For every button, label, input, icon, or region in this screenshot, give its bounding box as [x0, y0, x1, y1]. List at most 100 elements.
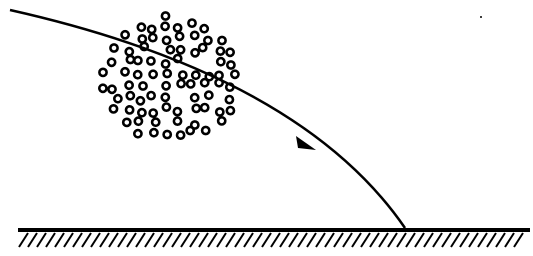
hatch-line [469, 233, 478, 247]
particle [126, 82, 133, 89]
particle [177, 132, 184, 139]
particle [126, 106, 133, 113]
particle [218, 37, 225, 44]
hatch-line [451, 233, 460, 247]
hatch-line [109, 233, 118, 247]
particle [167, 46, 174, 53]
particle [231, 71, 238, 78]
particle [108, 59, 115, 66]
hatch-line [208, 233, 217, 247]
hatch-line [424, 233, 433, 247]
particle [123, 119, 130, 126]
hatch-line [118, 233, 127, 247]
hatch-line [217, 233, 226, 247]
particle [226, 96, 233, 103]
hatch-line [415, 233, 424, 247]
particle [191, 94, 198, 101]
particle [201, 25, 208, 32]
hatch-line [190, 233, 199, 247]
particle [191, 32, 198, 39]
particle [204, 37, 211, 44]
direction-arrow [296, 136, 316, 150]
particle [179, 72, 186, 79]
hatch-line [46, 233, 55, 247]
hatch-line [442, 233, 451, 247]
hatch-line [352, 233, 361, 247]
particle [218, 117, 225, 124]
particle [152, 119, 159, 126]
hatch-line [370, 233, 379, 247]
hatch-line [262, 233, 271, 247]
particle [217, 48, 224, 55]
particle [227, 61, 234, 68]
hatch-line [28, 233, 37, 247]
particle [174, 118, 181, 125]
hatch-line [55, 233, 64, 247]
hatch-line [460, 233, 469, 247]
hatch-line [100, 233, 109, 247]
hatch-line [73, 233, 82, 247]
particle [137, 97, 144, 104]
particle [187, 127, 194, 134]
hatch-line [325, 233, 334, 247]
hatch-line [199, 233, 208, 247]
hatch-line [334, 233, 343, 247]
hatch-line [316, 233, 325, 247]
ground-hatching [19, 233, 523, 247]
particle [193, 105, 200, 112]
hatch-line [235, 233, 244, 247]
hatch-line [226, 233, 235, 247]
hatch-line [478, 233, 487, 247]
particle [110, 44, 117, 51]
hatch-line [181, 233, 190, 247]
particle [134, 71, 141, 78]
hatch-line [406, 233, 415, 247]
hatch-line [253, 233, 262, 247]
particle [139, 82, 146, 89]
particle [163, 104, 170, 111]
hatch-line [127, 233, 136, 247]
particle [164, 131, 171, 138]
particle [126, 48, 133, 55]
hatch-line [64, 233, 73, 247]
particle [139, 35, 146, 42]
hatch-line [379, 233, 388, 247]
hatch-line [82, 233, 91, 247]
hatch-line [280, 233, 289, 247]
hatch-line [271, 233, 280, 247]
particle [162, 94, 169, 101]
particle [127, 92, 134, 99]
particle [176, 33, 183, 40]
particle [134, 57, 141, 64]
particle [110, 105, 117, 112]
hatch-line [145, 233, 154, 247]
hatch-line [19, 233, 28, 247]
particle [150, 129, 157, 136]
hatch-line [505, 233, 514, 247]
particle [114, 95, 121, 102]
particle [148, 92, 155, 99]
particle-cloud [99, 12, 238, 138]
hatch-line [361, 233, 370, 247]
particle [149, 34, 156, 41]
particle [192, 49, 199, 56]
hatch-line [154, 233, 163, 247]
particle [188, 20, 195, 27]
particle [99, 69, 106, 76]
particle [138, 109, 145, 116]
hatch-line [289, 233, 298, 247]
particle [227, 107, 234, 114]
particle [216, 79, 223, 86]
hatch-line [136, 233, 145, 247]
hatch-line [514, 233, 523, 247]
particle [150, 71, 157, 78]
particle [162, 23, 169, 30]
particle [192, 72, 199, 79]
particle [187, 80, 194, 87]
hatch-line [37, 233, 46, 247]
particle [135, 118, 142, 125]
hatch-line [298, 233, 307, 247]
trajectory [10, 10, 405, 228]
hatch-line [343, 233, 352, 247]
particle [99, 85, 106, 92]
